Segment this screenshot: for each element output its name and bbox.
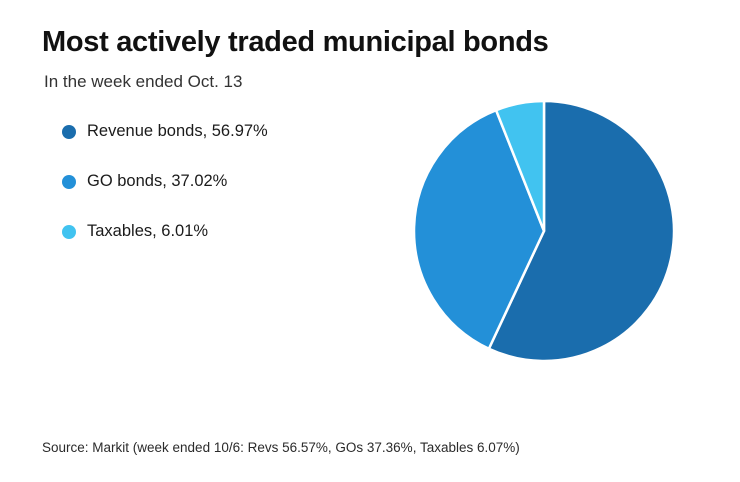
legend: Revenue bonds, 56.97% GO bonds, 37.02% T… <box>62 122 268 241</box>
legend-item-go-bonds: GO bonds, 37.02% <box>62 172 268 191</box>
legend-dot-icon <box>62 224 76 239</box>
pie-slice-revenue-bonds <box>487 99 676 363</box>
legend-dot-icon <box>62 124 76 139</box>
chart-title: Most actively traded municipal bonds <box>42 26 549 58</box>
legend-dot-icon <box>62 174 76 189</box>
legend-label: GO bonds, 37.02% <box>87 172 228 190</box>
legend-item-taxables: Taxables, 6.01% <box>62 222 268 241</box>
legend-label: Taxables, 6.01% <box>87 222 209 240</box>
pie-chart-container <box>408 95 680 367</box>
pie-slice-taxables <box>494 99 546 233</box>
pie-chart <box>412 99 676 363</box>
chart-subtitle: In the week ended Oct. 13 <box>44 72 243 91</box>
pie-slice-go-bonds <box>412 108 546 350</box>
legend-label: Revenue bonds, 56.97% <box>87 122 268 140</box>
source-note: Source: Markit (week ended 10/6: Revs 56… <box>42 440 520 455</box>
legend-item-revenue-bonds: Revenue bonds, 56.97% <box>62 122 268 141</box>
